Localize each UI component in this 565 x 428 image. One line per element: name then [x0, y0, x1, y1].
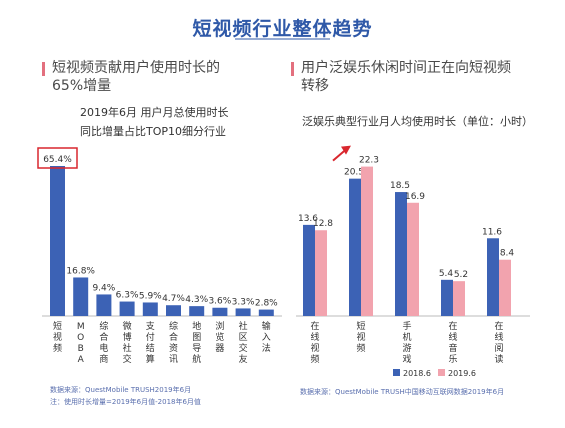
bar-4 — [142, 302, 158, 316]
category-label-4: 支付结算 — [146, 320, 155, 365]
category-label-2: 手机游戏 — [402, 320, 411, 365]
value-label-2018.6-3: 5.4 — [439, 269, 454, 279]
value-label-2019.6-1: 22.3 — [359, 156, 379, 166]
value-label-2019.6-4: 8.4 — [500, 249, 515, 259]
value-label-1: 16.8% — [66, 266, 95, 276]
bar-2018.6-0 — [303, 224, 315, 316]
right-heading-line1: 用户泛娱乐休闲时间正在向短视频 — [301, 60, 511, 76]
value-label-4: 5.9% — [139, 291, 162, 301]
bar-2018.6-4 — [487, 238, 499, 316]
category-label-7: 浏览器 — [215, 320, 224, 354]
bar-1 — [73, 277, 89, 316]
value-label-2018.6-4: 11.6 — [482, 227, 502, 237]
bar-2018.6-1 — [349, 178, 361, 316]
legend-label-1: 2019.6 — [448, 369, 476, 378]
bar-2019.6-0 — [315, 230, 327, 316]
bar-7 — [212, 307, 228, 316]
category-label-2: 综合电商 — [99, 320, 108, 365]
category-label-5: 综合资讯 — [169, 320, 178, 365]
bar-2 — [96, 294, 112, 316]
category-label-0: 在线视频 — [310, 320, 319, 365]
value-label-8: 3.3% — [232, 297, 255, 307]
value-label-3: 6.3% — [116, 291, 139, 301]
left-subtitle-line1: 2019年6月 用户月总使用时长 — [80, 106, 229, 119]
left-subtitle-line2: 同比增量占比TOP10细分行业 — [80, 125, 227, 138]
category-label-3: 微博社交 — [123, 320, 132, 365]
bar-0 — [50, 166, 65, 316]
legend-swatch-0 — [393, 369, 400, 376]
right-source: 数据来源：QuestMobile TRUSH中国移动互联网数据2019年6月 — [300, 388, 505, 396]
right-subtitle: 泛娱乐典型行业月人均使用时长（单位：小时） — [302, 115, 533, 128]
right-heading-bar — [291, 62, 294, 76]
category-label-1: 短视频 — [356, 320, 365, 354]
category-label-4: 在线阅读 — [494, 320, 503, 365]
bar-5 — [166, 305, 181, 316]
left-heading-line1: 短视频贡献用户使用时长的 — [52, 60, 220, 76]
highlight-box — [37, 147, 78, 169]
legend-swatch-1 — [438, 369, 445, 376]
value-label-5: 4.7% — [162, 294, 185, 304]
bar-6 — [189, 306, 205, 316]
category-label-3: 在线音乐 — [448, 320, 457, 365]
bar-2018.6-2 — [395, 192, 407, 316]
bar-9 — [258, 309, 274, 316]
bar-2018.6-3 — [441, 279, 453, 316]
left-note: 注：使用时长增量=2019年6月值-2018年6月值 — [50, 398, 201, 406]
value-label-2: 9.4% — [92, 283, 115, 293]
bar-3 — [119, 301, 135, 316]
category-label-6: 地图导航 — [192, 320, 201, 365]
value-label-7: 3.6% — [208, 297, 231, 307]
left-heading-line2: 65%增量 — [52, 78, 112, 94]
right-heading-line2: 转移 — [301, 78, 329, 94]
value-label-2019.6-2: 16.9 — [405, 192, 425, 202]
value-label-9: 2.8% — [255, 299, 278, 309]
value-label-6: 4.3% — [185, 295, 208, 305]
value-label-2018.6-1: 20.5 — [344, 168, 364, 178]
bar-2019.6-2 — [407, 202, 419, 316]
bar-2019.6-4 — [499, 259, 511, 316]
left-heading-bar — [42, 62, 45, 76]
legend-label-0: 2018.6 — [403, 369, 431, 378]
category-label-0: 短视频 — [53, 320, 62, 354]
trend-arrow-head — [341, 145, 351, 155]
value-label-2019.6-0: 12.8 — [313, 219, 333, 229]
value-label-2019.6-3: 5.2 — [454, 270, 468, 280]
bar-2019.6-1 — [361, 166, 373, 316]
category-label-9: 输入法 — [262, 320, 271, 354]
title-underline — [235, 38, 330, 40]
value-label-2018.6-2: 18.5 — [390, 181, 410, 191]
value-label-2018.6-0: 13.6 — [298, 214, 318, 224]
value-label-0: 65.4% — [43, 155, 72, 165]
bar-2019.6-3 — [453, 281, 465, 316]
category-label-8: 社区交友 — [239, 320, 248, 365]
page-title: 短视频行业整体趋势 — [192, 18, 373, 40]
bar-8 — [235, 308, 251, 316]
left-source: 数据来源：QuestMobile TRUSH2019年6月 — [50, 386, 192, 394]
